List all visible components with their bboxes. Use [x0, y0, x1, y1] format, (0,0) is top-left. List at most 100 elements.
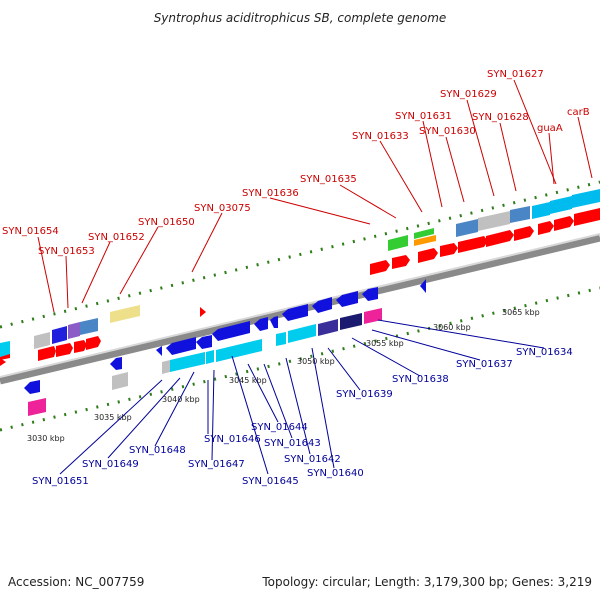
- gene-label[interactable]: SYN_01636: [242, 188, 299, 199]
- forward-strand-features: [0, 189, 600, 366]
- reverse-leader-lines: [59, 319, 545, 475]
- reverse-feature[interactable]: [28, 398, 46, 416]
- gene-label[interactable]: SYN_01651: [32, 476, 89, 487]
- forward-feature[interactable]: [0, 341, 10, 357]
- reverse-gene-block[interactable]: [24, 380, 40, 394]
- forward-feature[interactable]: [456, 219, 478, 237]
- reverse-gene-block[interactable]: [312, 297, 332, 313]
- gene-label[interactable]: SYN_01642: [284, 454, 341, 465]
- forward-gene-block[interactable]: [574, 208, 600, 226]
- lower-tick-track: [0, 286, 600, 432]
- forward-feature[interactable]: [478, 211, 510, 231]
- forward-gene-labels: SYN_01654 SYN_01653 SYN_01652 SYN_01650 …: [2, 69, 590, 257]
- reverse-gene-block[interactable]: [166, 337, 196, 355]
- reverse-feature[interactable]: [162, 360, 170, 374]
- gene-label[interactable]: SYN_01646: [204, 434, 261, 445]
- forward-gene-block[interactable]: [418, 248, 438, 263]
- forward-gene-block[interactable]: [538, 221, 554, 235]
- forward-gene-block[interactable]: [554, 216, 574, 231]
- gene-label[interactable]: SYN_01627: [487, 69, 544, 80]
- reverse-feature[interactable]: [206, 350, 214, 364]
- forward-gene-block[interactable]: [74, 340, 87, 353]
- reverse-gene-block[interactable]: [156, 346, 162, 356]
- gene-label[interactable]: SYN_01637: [456, 359, 513, 370]
- reverse-feature[interactable]: [340, 313, 362, 330]
- forward-feature[interactable]: [550, 196, 572, 214]
- reverse-feature[interactable]: [364, 308, 382, 324]
- forward-gene-block[interactable]: [86, 336, 101, 350]
- upper-tick-track: [0, 180, 600, 329]
- gene-label[interactable]: SYN_01649: [82, 459, 139, 470]
- forward-feature[interactable]: [34, 332, 50, 349]
- gene-label[interactable]: SYN_01635: [300, 174, 357, 185]
- reverse-gene-block[interactable]: [254, 317, 268, 331]
- forward-feature[interactable]: [414, 235, 436, 246]
- reverse-feature[interactable]: [216, 339, 262, 362]
- kbp-label: 3045 kbp: [229, 376, 267, 385]
- reverse-feature[interactable]: [112, 372, 128, 390]
- forward-feature[interactable]: [572, 189, 600, 208]
- gene-label[interactable]: SYN_01647: [188, 459, 245, 470]
- reverse-gene-block[interactable]: [110, 357, 122, 370]
- forward-gene-block[interactable]: [514, 226, 534, 241]
- forward-gene-block[interactable]: [370, 260, 390, 275]
- forward-gene-block[interactable]: [38, 346, 56, 361]
- gene-label[interactable]: SYN_01654: [2, 226, 59, 237]
- gene-label[interactable]: SYN_01653: [38, 246, 95, 257]
- reverse-feature[interactable]: [276, 332, 286, 346]
- gene-label[interactable]: SYN_01634: [516, 347, 573, 358]
- forward-gene-block[interactable]: [440, 243, 458, 257]
- gene-label[interactable]: guaA: [537, 123, 563, 134]
- genome-backbone-highlight: [0, 233, 600, 378]
- gene-label[interactable]: SYN_01645: [242, 476, 299, 487]
- forward-feature[interactable]: [68, 322, 80, 339]
- gene-label[interactable]: SYN_01640: [307, 468, 364, 479]
- forward-feature[interactable]: [532, 202, 550, 219]
- gene-label[interactable]: SYN_01644: [251, 422, 308, 433]
- reverse-marker: [420, 279, 426, 293]
- gene-label[interactable]: SYN_01638: [392, 374, 449, 385]
- gene-label[interactable]: SYN_01628: [472, 112, 529, 123]
- reverse-gene-block[interactable]: [212, 321, 250, 341]
- forward-feature[interactable]: [388, 235, 408, 251]
- gene-label[interactable]: SYN_01631: [395, 111, 452, 122]
- forward-gene-block[interactable]: [56, 343, 73, 357]
- forward-feature[interactable]: [110, 305, 140, 323]
- gene-label[interactable]: SYN_01652: [88, 232, 145, 243]
- reverse-strand-features: [24, 279, 426, 416]
- gene-label[interactable]: SYN_01650: [138, 217, 195, 228]
- reverse-gene-block[interactable]: [282, 304, 308, 321]
- forward-leader-lines: [37, 79, 593, 313]
- accession-text: Accession: NC_007759: [8, 575, 144, 589]
- reverse-gene-block[interactable]: [362, 287, 378, 301]
- gene-label[interactable]: SYN_01648: [129, 445, 186, 456]
- forward-gene-block[interactable]: [458, 236, 488, 253]
- forward-marker: [200, 307, 206, 317]
- gene-label[interactable]: SYN_01630: [419, 126, 476, 137]
- reverse-feature[interactable]: [318, 319, 338, 336]
- forward-gene-block[interactable]: [486, 230, 514, 247]
- gene-label[interactable]: carB: [567, 107, 590, 118]
- gene-label[interactable]: SYN_01629: [440, 89, 497, 100]
- forward-feature[interactable]: [510, 206, 530, 223]
- reverse-gene-block[interactable]: [336, 291, 358, 307]
- gene-label[interactable]: SYN_01643: [264, 438, 321, 449]
- reverse-feature[interactable]: [170, 352, 205, 372]
- forward-feature[interactable]: [52, 326, 67, 344]
- reverse-feature[interactable]: [288, 324, 316, 343]
- map-title: Syntrophus aciditrophicus SB, complete g…: [154, 11, 447, 25]
- genome-summary-text: Topology: circular; Length: 3,179,300 bp…: [261, 575, 592, 589]
- reverse-gene-block[interactable]: [196, 335, 212, 349]
- kbp-label: 3035 kbp: [94, 413, 132, 422]
- gene-label[interactable]: SYN_01639: [336, 389, 393, 400]
- reverse-gene-labels: SYN_01651 SYN_01649 SYN_01648 SYN_01647 …: [32, 347, 573, 487]
- forward-feature[interactable]: [80, 318, 98, 335]
- gene-label[interactable]: SYN_03075: [194, 203, 251, 214]
- kbp-label: 3060 kbp: [433, 323, 471, 332]
- gene-label[interactable]: SYN_01633: [352, 131, 409, 142]
- forward-gene-block[interactable]: [392, 255, 410, 269]
- kbp-label: 3055 kbp: [366, 339, 404, 348]
- reverse-gene-block[interactable]: [270, 316, 278, 328]
- forward-feature[interactable]: [414, 228, 434, 239]
